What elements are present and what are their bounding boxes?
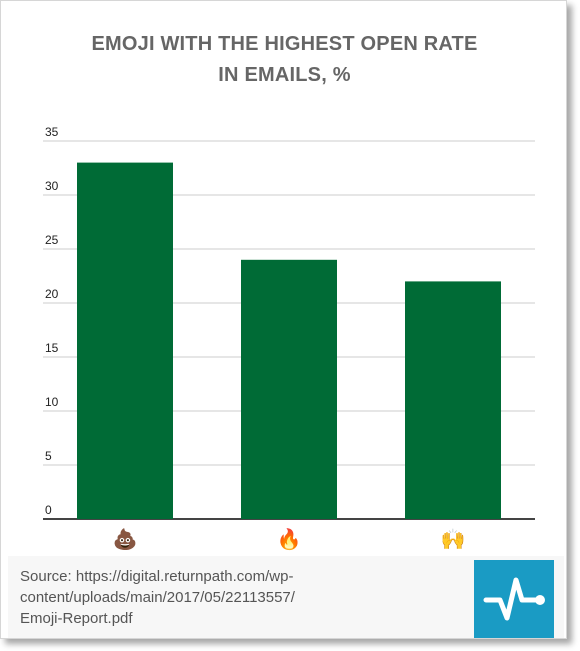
y-tick-label: 10	[45, 395, 59, 409]
chart-title-line-1: EMOJI WITH THE HIGHEST OPEN RATE	[91, 33, 478, 55]
brand-logo	[474, 560, 554, 638]
bar	[405, 281, 501, 519]
source-line-1: Source: https://digital.returnpath.com/w…	[20, 568, 294, 585]
fire-icon: 🔥	[277, 527, 302, 551]
y-tick-label: 35	[45, 125, 59, 139]
y-tick-label: 0	[45, 503, 52, 517]
bar-chart: 0 5 10 15 20 25 30 35 💩 🔥 🙌	[43, 125, 535, 551]
pile-of-poo-icon: 💩	[113, 527, 138, 551]
y-tick-label: 20	[45, 287, 59, 301]
chart-title-line-2: IN EMAILS, %	[218, 64, 351, 86]
y-tick-label: 15	[45, 341, 59, 355]
source-line-2: content/uploads/main/2017/05/22113557/	[20, 589, 295, 606]
y-tick-label: 5	[45, 449, 52, 463]
chart-card: EMOJI WITH THE HIGHEST OPEN RATE IN EMAI…	[0, 0, 567, 639]
pulse-line-icon	[483, 577, 545, 621]
y-tick-label: 25	[45, 233, 59, 247]
raised-hands-icon: 🙌	[441, 528, 466, 551]
source-text: Source: https://digital.returnpath.com/w…	[20, 566, 350, 629]
bar	[241, 259, 337, 519]
chart-title: EMOJI WITH THE HIGHEST OPEN RATE IN EMAI…	[1, 29, 568, 91]
bar	[77, 162, 173, 519]
footer: Source: https://digital.returnpath.com/w…	[8, 556, 564, 638]
source-line-3: Emoji-Report.pdf	[20, 610, 133, 627]
y-tick-label: 30	[45, 179, 59, 193]
